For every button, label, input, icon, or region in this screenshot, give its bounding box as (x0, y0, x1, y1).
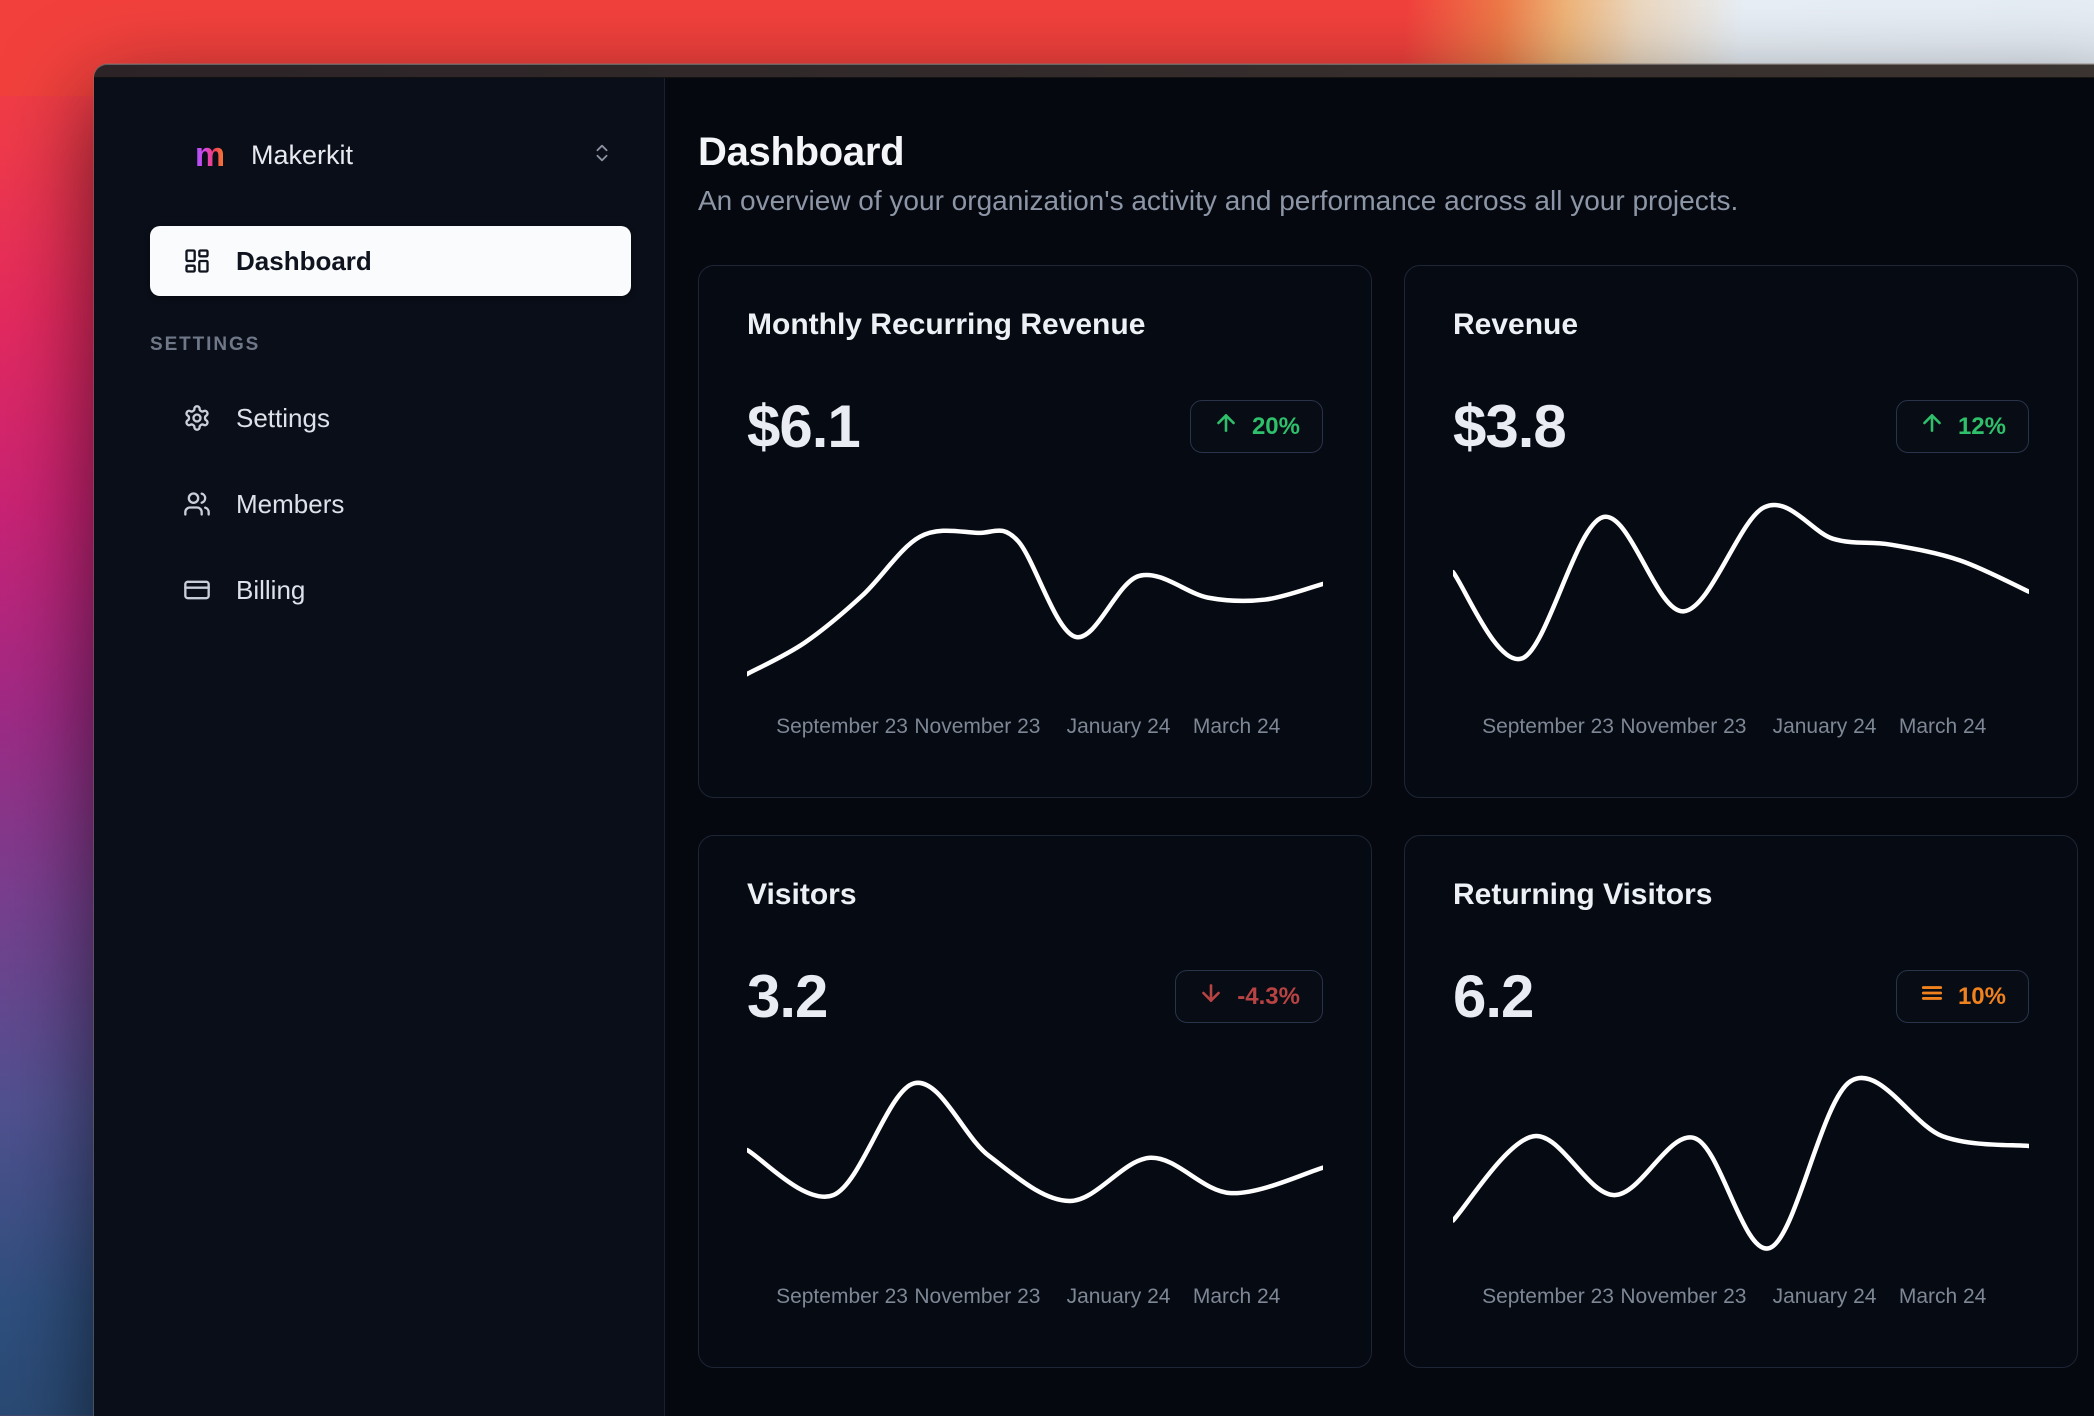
x-axis-labels: September 23 November 23 January 24 Marc… (747, 1285, 1323, 1311)
chevrons-up-down-icon (591, 142, 613, 169)
trend-badge: 10% (1895, 970, 2029, 1023)
sidebar-item-label: Members (236, 488, 345, 519)
x-axis-tick: January 24 (1066, 715, 1171, 738)
page-subtitle: An overview of your organization's activ… (698, 185, 1739, 216)
sidebar-item-label: Billing (236, 574, 306, 605)
sidebar: m Makerkit Dashboard SETTINGS (94, 78, 665, 1416)
sidebar-nav: Dashboard SETTINGS Settings Members (150, 226, 631, 622)
trend-badge: 12% (1895, 400, 2029, 453)
x-axis-tick: January 24 (1066, 1285, 1171, 1308)
trend-value: -4.3% (1237, 982, 1300, 1010)
dashboard-grid-icon (183, 247, 211, 275)
metric-card-revenue: Revenue $3.8 12% September 23 November 2… (1404, 265, 2078, 798)
metric-card-visitors: Visitors 3.2 -4.3% September 23 November (698, 835, 1372, 1368)
x-axis-tick: March 24 (1898, 715, 1987, 738)
x-axis-tick: September 23 (1482, 1285, 1614, 1308)
metric-cards-grid: Monthly Recurring Revenue $6.1 20% Septe… (698, 265, 2078, 1368)
arrow-up-icon (1919, 410, 1945, 443)
arrow-up-icon (1213, 410, 1239, 443)
workspace-name: Makerkit (251, 139, 354, 170)
x-axis-tick: January 24 (1772, 715, 1877, 738)
sidebar-item-billing[interactable]: Billing (150, 558, 631, 622)
x-axis-tick: January 24 (1772, 1285, 1877, 1308)
line-chart (1453, 487, 2029, 699)
settings-section-label: SETTINGS (150, 334, 261, 355)
card-title: Monthly Recurring Revenue (747, 308, 1146, 341)
trend-badge: -4.3% (1175, 970, 1323, 1023)
x-axis-tick: March 24 (1192, 715, 1281, 738)
metric-value: $3.8 (1453, 393, 1567, 460)
x-axis-tick: March 24 (1898, 1285, 1987, 1308)
sidebar-item-members[interactable]: Members (150, 472, 631, 536)
gear-icon (183, 404, 211, 432)
x-axis-tick: September 23 (1482, 715, 1614, 738)
card-title: Returning Visitors (1453, 878, 1713, 911)
credit-card-icon (183, 576, 211, 604)
line-chart (747, 1057, 1323, 1269)
card-title: Visitors (747, 878, 857, 911)
main-content: Dashboard An overview of your organizati… (665, 78, 2094, 1416)
trend-value: 10% (1957, 982, 2006, 1010)
three-lines-icon (1919, 980, 1945, 1013)
users-icon (183, 490, 211, 518)
x-axis-tick: September 23 (776, 1285, 908, 1308)
sidebar-item-dashboard[interactable]: Dashboard (150, 226, 631, 296)
x-axis-tick: September 23 (776, 715, 908, 738)
sidebar-item-label: Settings (236, 402, 330, 433)
makerkit-logo: m (191, 136, 229, 174)
trend-value: 12% (1957, 412, 2006, 440)
trend-badge: 20% (1189, 400, 1323, 453)
x-axis-tick: November 23 (914, 715, 1041, 738)
metric-value: 6.2 (1453, 963, 1534, 1030)
trend-value: 20% (1251, 412, 1300, 440)
card-title: Revenue (1453, 308, 1579, 341)
x-axis-labels: September 23 November 23 January 24 Marc… (747, 715, 1323, 741)
x-axis-tick: November 23 (1620, 1285, 1747, 1308)
x-axis-labels: September 23 November 23 January 24 Marc… (1453, 715, 2029, 741)
sidebar-item-label: Dashboard (236, 245, 372, 276)
metric-card-monthly-recurring-revenue: Monthly Recurring Revenue $6.1 20% Septe… (698, 265, 1372, 798)
line-chart (1453, 1057, 2029, 1269)
workspace-selector[interactable]: m Makerkit (150, 136, 631, 174)
metric-value: $6.1 (747, 393, 861, 460)
sidebar-item-settings[interactable]: Settings (150, 386, 631, 450)
line-chart (747, 487, 1323, 699)
arrow-down-icon (1198, 980, 1224, 1013)
metric-card-returning-visitors: Returning Visitors 6.2 10% September 23 … (1404, 835, 2078, 1368)
metric-value: 3.2 (747, 963, 828, 1030)
x-axis-tick: November 23 (1620, 715, 1747, 738)
window-titlebar[interactable] (94, 64, 2094, 78)
page-title: Dashboard (698, 130, 905, 174)
x-axis-tick: November 23 (914, 1285, 1041, 1308)
x-axis-tick: March 24 (1192, 1285, 1281, 1308)
x-axis-labels: September 23 November 23 January 24 Marc… (1453, 1285, 2029, 1311)
app-window: m Makerkit Dashboard SETTINGS (94, 64, 2094, 1416)
